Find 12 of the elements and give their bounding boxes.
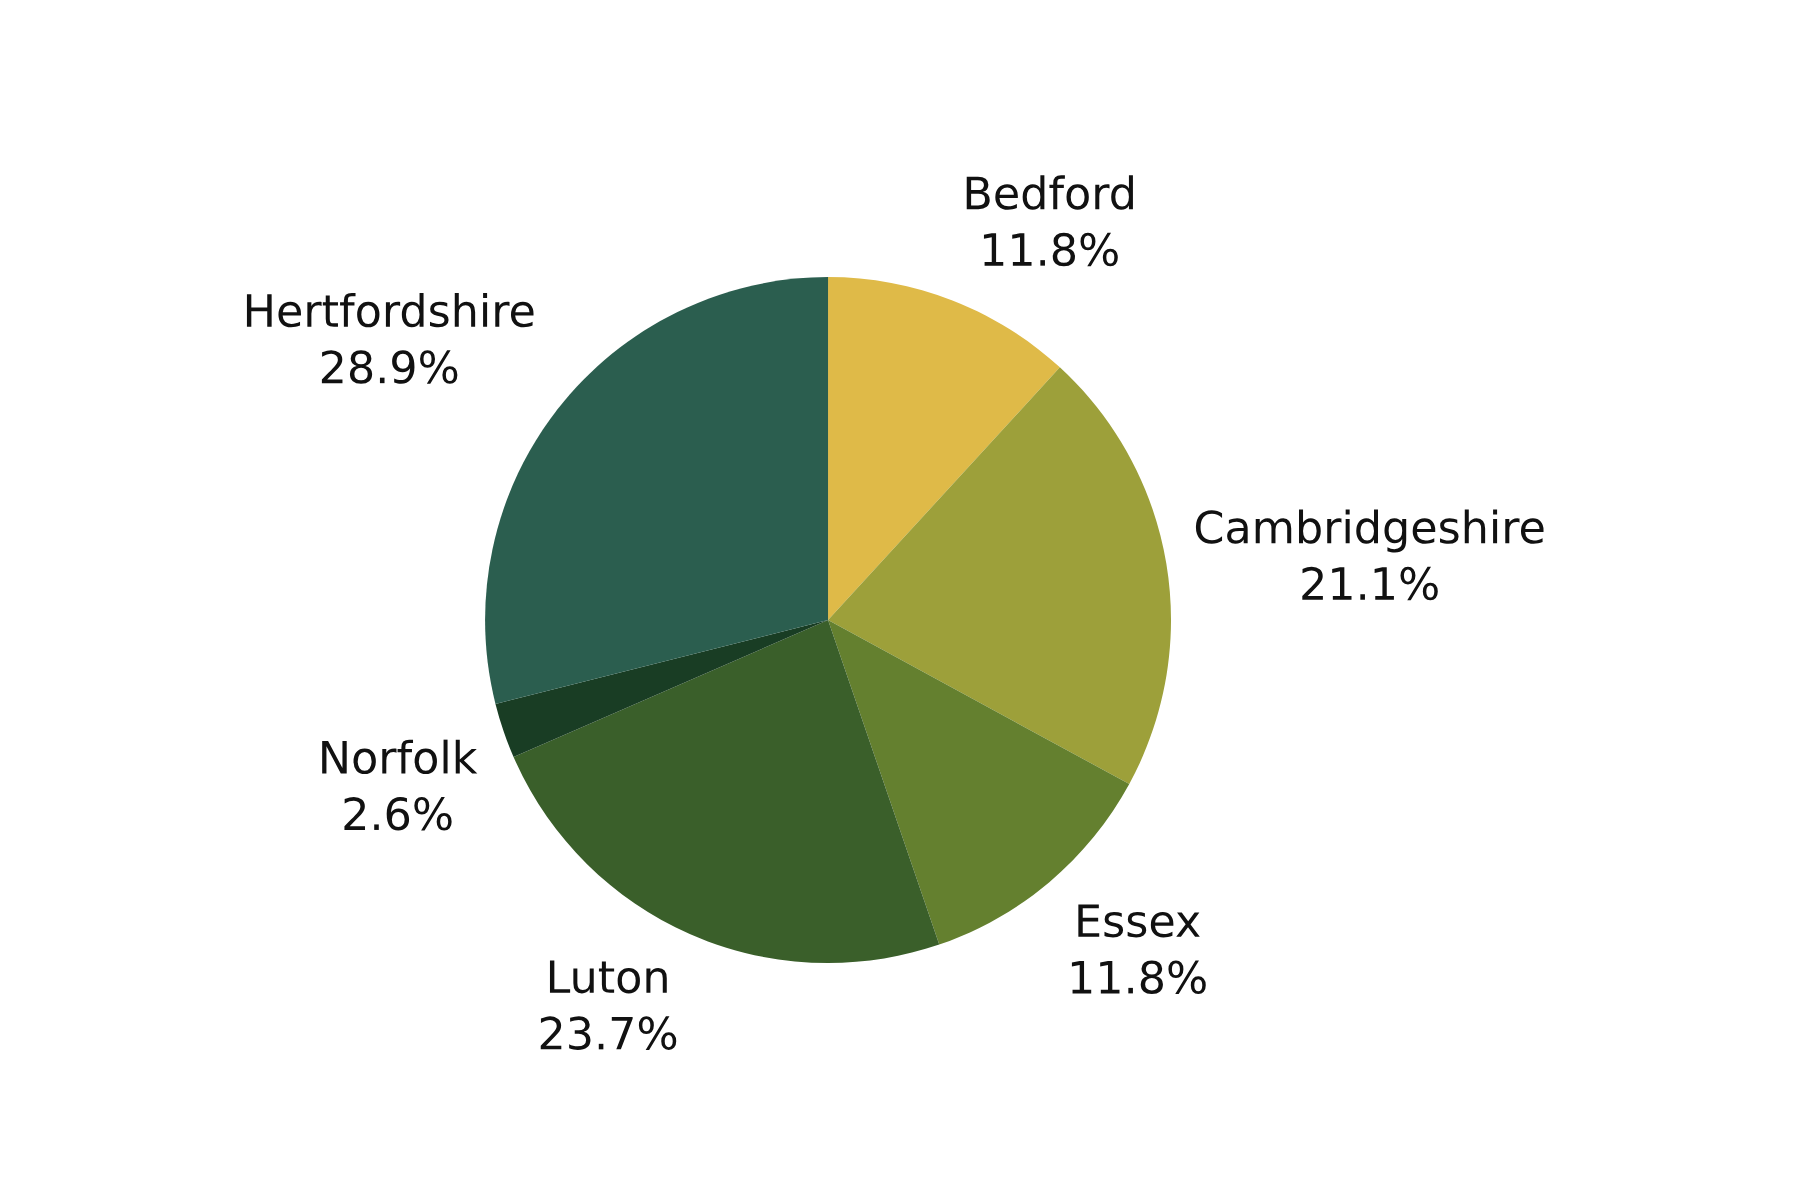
slice-label: Essex [1078, 904, 1200, 938]
data-label: 21.1% [1302, 566, 1438, 601]
slice-label: Hertfordshire [246, 292, 534, 328]
data-label: 11.8% [1071, 960, 1206, 995]
data-label: 2.6% [344, 796, 452, 831]
slice-label: Bedford [966, 175, 1133, 210]
data-label: 23.7% [540, 1016, 677, 1050]
slice-label: Norfolk [322, 739, 478, 775]
data-label: 28.9% [321, 350, 458, 384]
data-label: 11.8% [983, 232, 1118, 267]
slice-label: Luton [549, 960, 667, 994]
slice-label: Cambridgeshire [1195, 509, 1544, 553]
